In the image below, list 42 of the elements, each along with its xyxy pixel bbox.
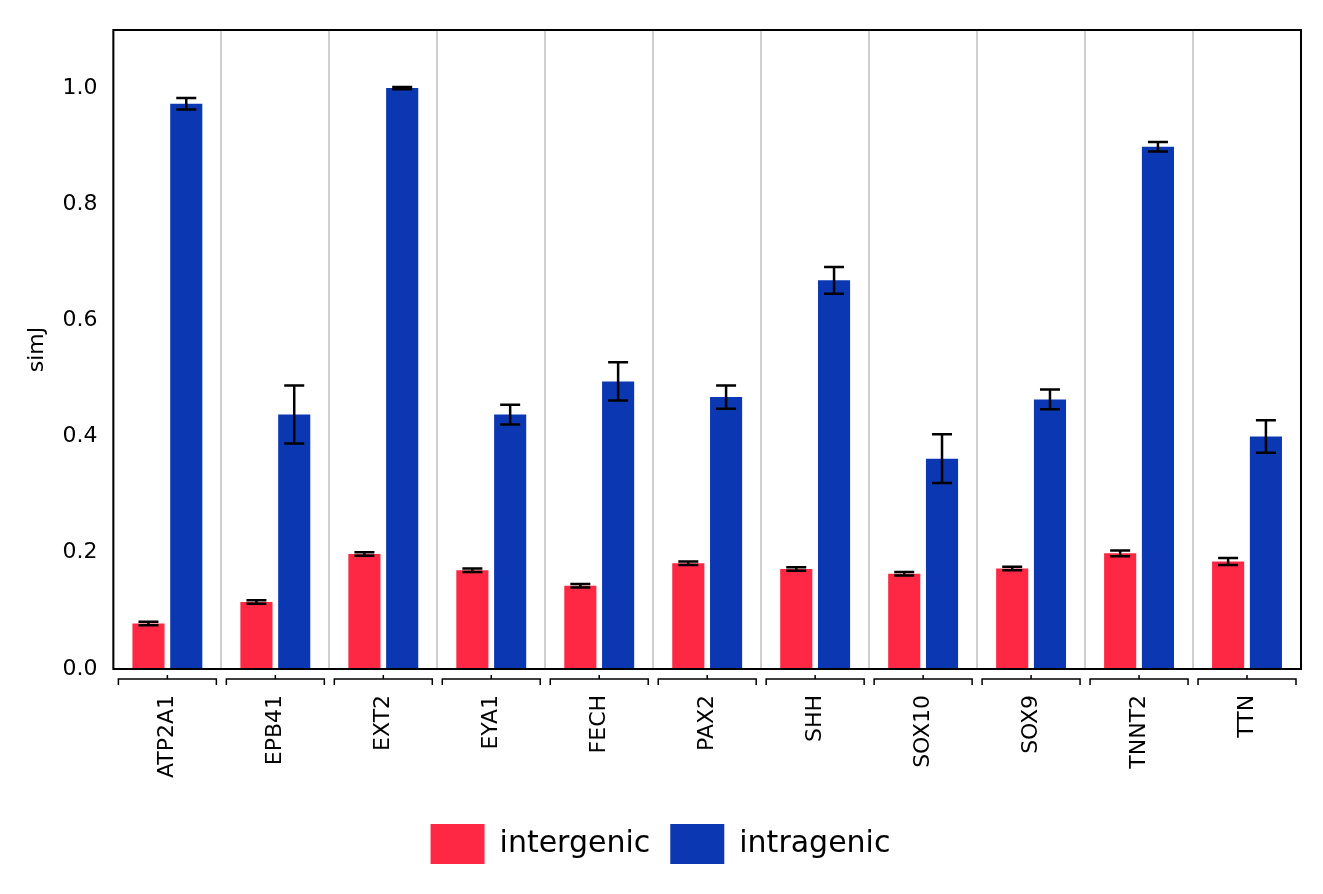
x-tick-label: EPB41 [261, 694, 287, 766]
bar [817, 280, 851, 669]
legend-label: intragenic [739, 823, 891, 859]
bar [386, 88, 419, 669]
bar [132, 623, 165, 669]
bar [1249, 436, 1282, 669]
bar [710, 397, 743, 669]
y-tick-label: 0.0 [62, 654, 98, 680]
x-tick-label: TTN [1232, 694, 1258, 739]
bar [1033, 399, 1067, 669]
bar [780, 569, 813, 669]
x-tick-label: EYA1 [476, 694, 502, 750]
x-tick-label: TNNT2 [1124, 694, 1150, 770]
x-tick-label: SOX9 [1016, 694, 1042, 754]
bar [888, 573, 921, 669]
x-tick-label: PAX2 [692, 694, 718, 751]
y-tick-label: 0.2 [62, 538, 98, 564]
x-tick-label: SHH [800, 694, 826, 742]
bar [672, 563, 705, 669]
x-tick-label: SOX10 [908, 694, 934, 768]
bar [278, 414, 311, 669]
bar [494, 414, 527, 669]
x-tick-label: EXT2 [369, 694, 395, 751]
bar [925, 458, 959, 669]
bar [348, 553, 381, 669]
bar [456, 570, 489, 669]
y-tick-label: 0.6 [62, 306, 98, 332]
y-tick-label: 0.4 [62, 422, 98, 448]
bar [564, 585, 597, 669]
bar [1212, 561, 1245, 669]
bar [240, 602, 273, 669]
legend-label: intergenic [499, 823, 651, 859]
bar [996, 568, 1029, 669]
bar [1104, 553, 1137, 669]
y-tick-label: 1.0 [62, 73, 98, 99]
bar [602, 381, 635, 669]
y-axis-title: simJ [22, 326, 48, 373]
y-tick-label: 0.8 [62, 189, 98, 215]
x-tick-label: ATP2A1 [153, 694, 179, 778]
bar [170, 103, 203, 669]
x-tick-label: FECH [584, 694, 610, 754]
bar [1141, 146, 1175, 669]
